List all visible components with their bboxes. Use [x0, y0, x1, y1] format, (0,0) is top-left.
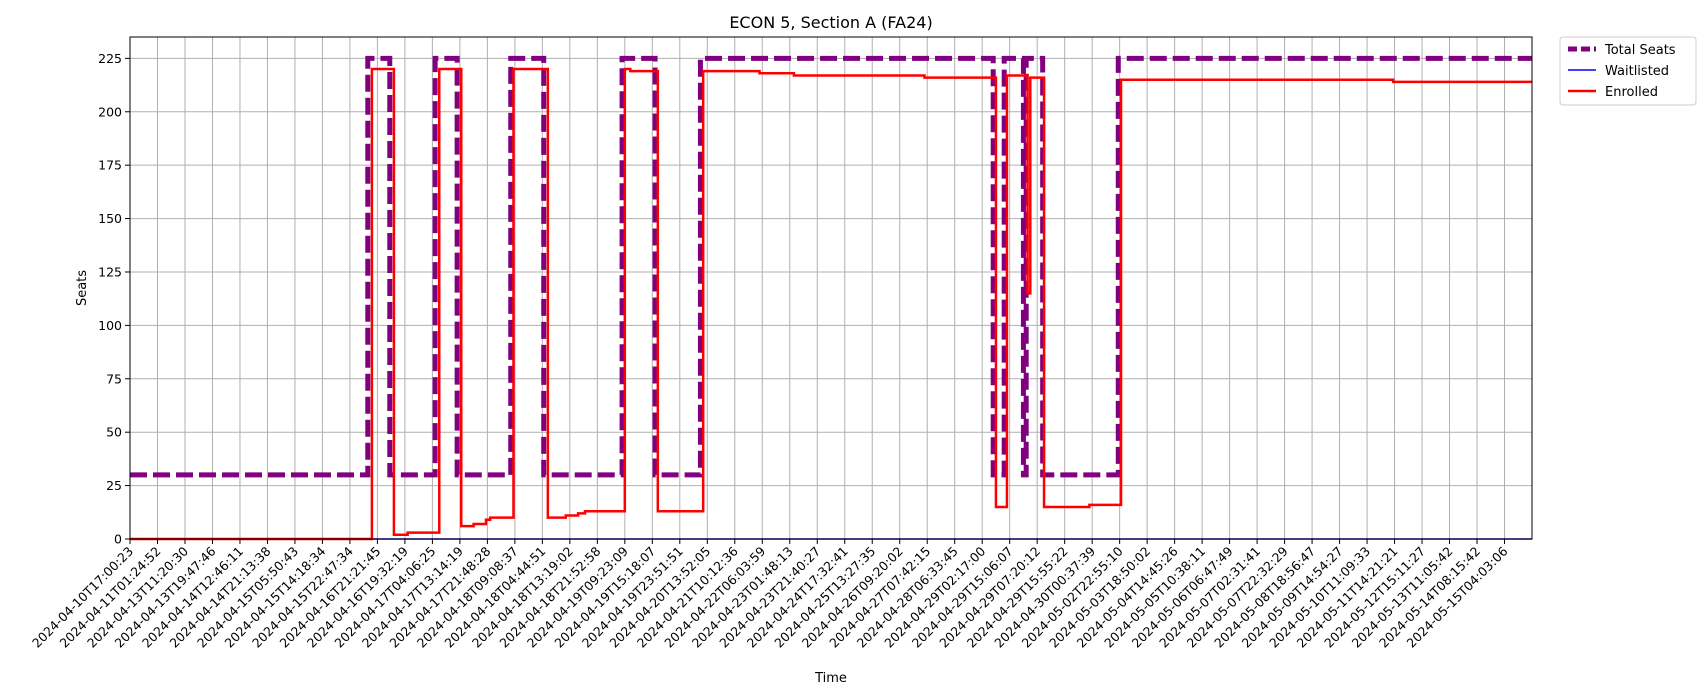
series-enrolled [130, 67, 1532, 541]
y-axis-label: Seats [75, 270, 90, 306]
y-tick-label: 175 [98, 158, 122, 173]
y-tick-label: 0 [114, 532, 122, 547]
y-tick-label: 225 [98, 51, 122, 66]
y-tick-label: 25 [106, 478, 122, 493]
plot-frame [129, 36, 1533, 540]
legend-label-enrolled: Enrolled [1605, 85, 1658, 100]
legend: Total Seats Waitlisted Enrolled [1559, 36, 1697, 106]
x-axis: 2024-04-10T17:00:232024-04-11T01:24:5220… [29, 539, 1511, 651]
y-tick-label: 200 [98, 104, 122, 119]
legend-label-total-seats: Total Seats [1604, 43, 1676, 58]
y-axis: 0 25 50 75 100 125 150 175 200 225 [98, 51, 130, 547]
y-tick-label: 50 [106, 425, 122, 440]
x-axis-label: Time [814, 671, 847, 686]
chart-title: ECON 5, Section A (FA24) [729, 13, 932, 32]
legend-box [1559, 36, 1697, 106]
y-tick-label: 150 [98, 211, 122, 226]
y-tick-label: 125 [98, 264, 122, 279]
y-tick-label: 100 [98, 318, 122, 333]
legend-label-waitlisted: Waitlisted [1605, 64, 1669, 79]
series-total-seats [130, 55, 1532, 478]
y-tick-label: 75 [106, 371, 122, 386]
